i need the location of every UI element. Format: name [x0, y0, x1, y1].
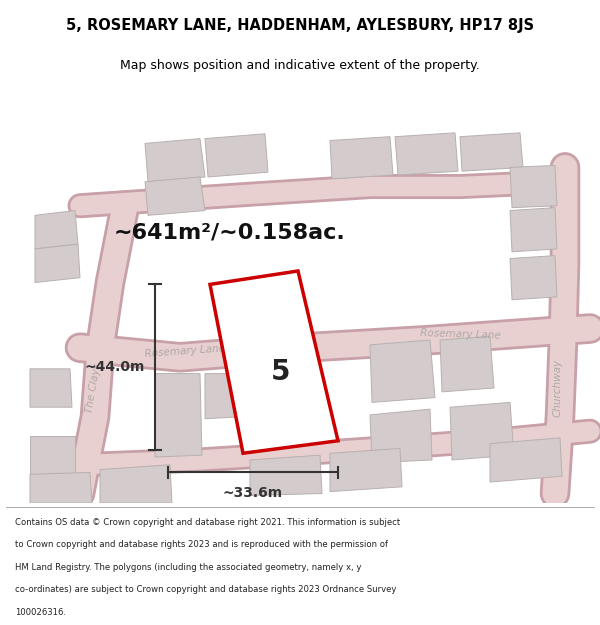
- Polygon shape: [30, 472, 92, 503]
- Polygon shape: [145, 139, 205, 182]
- Text: The Clays: The Clays: [83, 362, 103, 414]
- Polygon shape: [30, 369, 72, 408]
- Polygon shape: [370, 409, 432, 463]
- Polygon shape: [370, 340, 435, 402]
- Polygon shape: [155, 374, 202, 457]
- Polygon shape: [210, 271, 338, 453]
- Text: 100026316.: 100026316.: [15, 608, 66, 617]
- Text: Churchway: Churchway: [553, 359, 563, 417]
- Polygon shape: [35, 211, 78, 249]
- Text: 5, ROSEMARY LANE, HADDENHAM, AYLESBURY, HP17 8JS: 5, ROSEMARY LANE, HADDENHAM, AYLESBURY, …: [66, 18, 534, 33]
- Text: Map shows position and indicative extent of the property.: Map shows position and indicative extent…: [120, 59, 480, 72]
- Text: co-ordinates) are subject to Crown copyright and database rights 2023 Ordnance S: co-ordinates) are subject to Crown copyr…: [15, 586, 397, 594]
- Text: Contains OS data © Crown copyright and database right 2021. This information is : Contains OS data © Crown copyright and d…: [15, 518, 400, 527]
- Polygon shape: [30, 436, 75, 474]
- Text: ~33.6m: ~33.6m: [223, 486, 283, 500]
- Text: Rosemary Lane: Rosemary Lane: [419, 328, 500, 341]
- Polygon shape: [330, 449, 402, 492]
- Polygon shape: [145, 177, 205, 216]
- Text: Rosemary Lane: Rosemary Lane: [145, 344, 226, 359]
- Polygon shape: [460, 133, 523, 171]
- Polygon shape: [250, 455, 322, 496]
- Polygon shape: [35, 244, 80, 282]
- Polygon shape: [205, 374, 242, 419]
- Text: 5: 5: [271, 358, 290, 386]
- Polygon shape: [510, 256, 557, 300]
- Polygon shape: [490, 438, 562, 482]
- Polygon shape: [330, 137, 393, 179]
- Polygon shape: [395, 133, 458, 175]
- Text: to Crown copyright and database rights 2023 and is reproduced with the permissio: to Crown copyright and database rights 2…: [15, 540, 388, 549]
- Polygon shape: [510, 208, 557, 252]
- Polygon shape: [100, 465, 172, 503]
- Text: HM Land Registry. The polygons (including the associated geometry, namely x, y: HM Land Registry. The polygons (includin…: [15, 563, 361, 572]
- Text: ~44.0m: ~44.0m: [85, 361, 145, 374]
- Polygon shape: [440, 336, 494, 392]
- Polygon shape: [205, 134, 268, 177]
- Polygon shape: [450, 402, 514, 460]
- Text: ~641m²/~0.158ac.: ~641m²/~0.158ac.: [114, 222, 346, 243]
- Polygon shape: [510, 166, 557, 208]
